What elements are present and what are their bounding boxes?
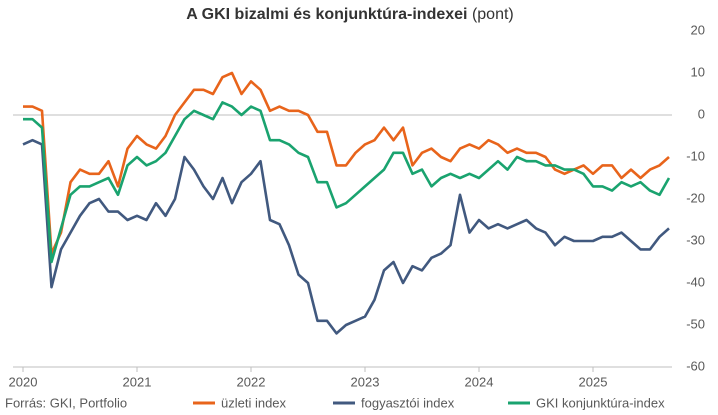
legend-label: üzleti index xyxy=(221,395,287,410)
series-line xyxy=(22,138,670,335)
x-tick-label: 2025 xyxy=(579,374,608,389)
x-tick-label: 2020 xyxy=(9,374,38,389)
x-tick-label: 2024 xyxy=(465,374,494,389)
series-line xyxy=(23,101,671,264)
y-tick-label: 10 xyxy=(691,64,705,79)
title-main: A GKI bizalmi és konjunktúra-indexei xyxy=(186,6,467,23)
x-tick-label: 2021 xyxy=(123,374,152,389)
y-tick-label: -50 xyxy=(686,316,705,331)
y-tick-label: -30 xyxy=(686,232,705,247)
x-tick-label: 2023 xyxy=(351,374,380,389)
title-unit: (pont) xyxy=(472,6,514,23)
x-tick-label: 2022 xyxy=(237,374,266,389)
y-tick-label: -40 xyxy=(686,274,705,289)
legend-label: fogyasztói index xyxy=(361,395,455,410)
chart-title: A GKI bizalmi és konjunktúra-indexei (po… xyxy=(186,6,514,23)
y-tick-label: -20 xyxy=(686,190,705,205)
source: Forrás: GKI, Portfolio xyxy=(5,395,127,410)
y-tick-label: 20 xyxy=(691,22,705,37)
y-tick-label: -10 xyxy=(686,148,705,163)
legend-label: GKI konjunktúra-index xyxy=(536,395,665,410)
y-tick-label: -60 xyxy=(686,358,705,373)
y-tick-label: 0 xyxy=(698,106,705,121)
series-line xyxy=(23,71,670,255)
